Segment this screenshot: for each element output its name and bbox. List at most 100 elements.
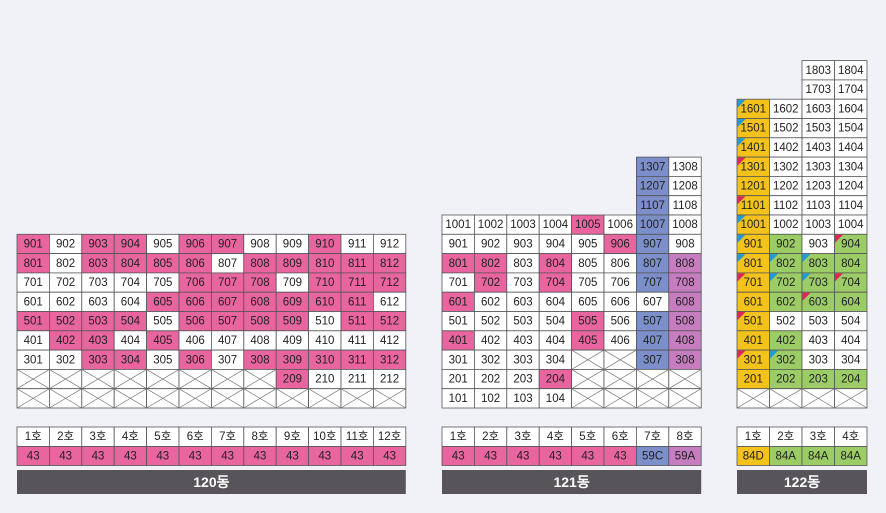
unit-number: 1207	[640, 181, 666, 193]
building-bar	[737, 470, 867, 494]
unit-number: 905	[153, 238, 172, 250]
unit-number: 1804	[838, 65, 864, 77]
unit-number: 904	[121, 238, 141, 250]
unit-number: 904	[841, 238, 861, 250]
cross	[16, 369, 50, 390]
unit-number: 201	[449, 374, 468, 386]
unit-number: 901	[449, 238, 468, 250]
type-label: 43	[452, 451, 465, 463]
unit-label: 8호	[252, 430, 269, 443]
type-label: 43	[286, 451, 299, 463]
unit-number: 404	[841, 335, 861, 347]
unit-number: 601	[744, 296, 763, 308]
unit-label: 7호	[644, 430, 661, 443]
unit-number: 804	[121, 258, 141, 270]
unit-number: 710	[315, 277, 334, 289]
unit-number: 801	[24, 258, 43, 270]
unit-number: 511	[348, 316, 366, 328]
unit-number: 812	[380, 258, 399, 270]
corner-flag	[737, 196, 746, 205]
unit-number: 1602	[773, 103, 799, 115]
unit-number: 501	[744, 316, 763, 328]
unit-number: 303	[809, 354, 828, 366]
unit-number: 401	[24, 335, 43, 347]
corner-flag	[737, 350, 746, 359]
unit-number: 1307	[640, 161, 666, 173]
unit-number: 103	[513, 393, 532, 405]
unit-number: 703	[513, 277, 532, 289]
unit-number: 906	[186, 238, 205, 250]
unit-number: 912	[380, 238, 399, 250]
unit-label: 3호	[810, 430, 827, 443]
unit-number: 104	[546, 393, 566, 405]
unit-number: 1008	[672, 219, 698, 231]
unit-label: 1호	[745, 430, 762, 443]
cross	[81, 388, 115, 409]
unit-number: 101	[449, 393, 468, 405]
unit-number: 1703	[805, 84, 831, 96]
unit-number: 902	[481, 238, 500, 250]
corner-flag	[737, 234, 746, 243]
unit-number: 901	[24, 238, 43, 250]
unit-number: 802	[481, 258, 500, 270]
cross	[571, 369, 605, 390]
unit-number: 1301	[740, 161, 766, 173]
corner-flag	[835, 234, 843, 243]
cross	[178, 369, 212, 390]
type-label: 43	[517, 451, 530, 463]
type-label: 43	[59, 451, 72, 463]
unit-number: 406	[611, 335, 630, 347]
unit-number: 503	[809, 316, 828, 328]
building-name: 121동	[553, 474, 589, 490]
corner-flag	[802, 254, 811, 263]
unit-number: 604	[121, 296, 141, 308]
unit-label: 4호	[122, 430, 139, 443]
unit-number: 903	[88, 238, 107, 250]
unit-number: 901	[744, 238, 763, 250]
cross	[603, 349, 637, 370]
building: 1803 1804 1703 1704 1601 1602 1603 1604 1501 1502…	[736, 60, 868, 494]
cross	[49, 388, 82, 409]
unit-label: 1호	[450, 430, 467, 443]
unit-number: 1208	[672, 181, 698, 193]
unit-label: 5호	[154, 430, 171, 443]
unit-number: 706	[186, 277, 205, 289]
unit-number: 609	[283, 296, 302, 308]
unit-label: 8호	[677, 430, 694, 443]
unit-number: 810	[315, 258, 334, 270]
unit-number: 204	[546, 374, 566, 386]
cross	[603, 388, 637, 409]
unit-number: 1501	[740, 123, 766, 135]
unit-number: 1404	[838, 142, 864, 154]
unit-number: 303	[88, 354, 107, 366]
corner-flag	[835, 273, 843, 282]
unit-number: 401	[744, 335, 763, 347]
unit-number: 1603	[805, 103, 831, 115]
unit-number: 811	[348, 258, 366, 270]
unit-number: 1704	[838, 84, 864, 96]
cross	[636, 388, 669, 409]
unit-number: 505	[153, 316, 172, 328]
cross	[571, 349, 605, 370]
unit-number: 803	[809, 258, 828, 270]
corner-flag	[737, 312, 746, 320]
cross	[211, 388, 244, 409]
unit-label: 3호	[515, 430, 532, 443]
cross	[668, 388, 702, 409]
unit-number: 311	[348, 354, 366, 366]
unit-number: 1002	[773, 219, 799, 231]
unit-number: 308	[675, 354, 694, 366]
unit-number: 409	[283, 335, 302, 347]
cross	[571, 388, 605, 409]
type-label: 43	[92, 451, 105, 463]
unit-number: 407	[218, 335, 237, 347]
unit-number: 806	[186, 258, 205, 270]
unit-number: 102	[481, 393, 500, 405]
unit-number: 412	[380, 335, 399, 347]
type-label: 43	[156, 451, 169, 463]
unit-number: 211	[348, 374, 366, 386]
unit-number: 312	[380, 354, 399, 366]
unit-number: 711	[348, 277, 366, 289]
unit-number: 1202	[773, 181, 799, 193]
unit-number: 504	[841, 316, 861, 328]
